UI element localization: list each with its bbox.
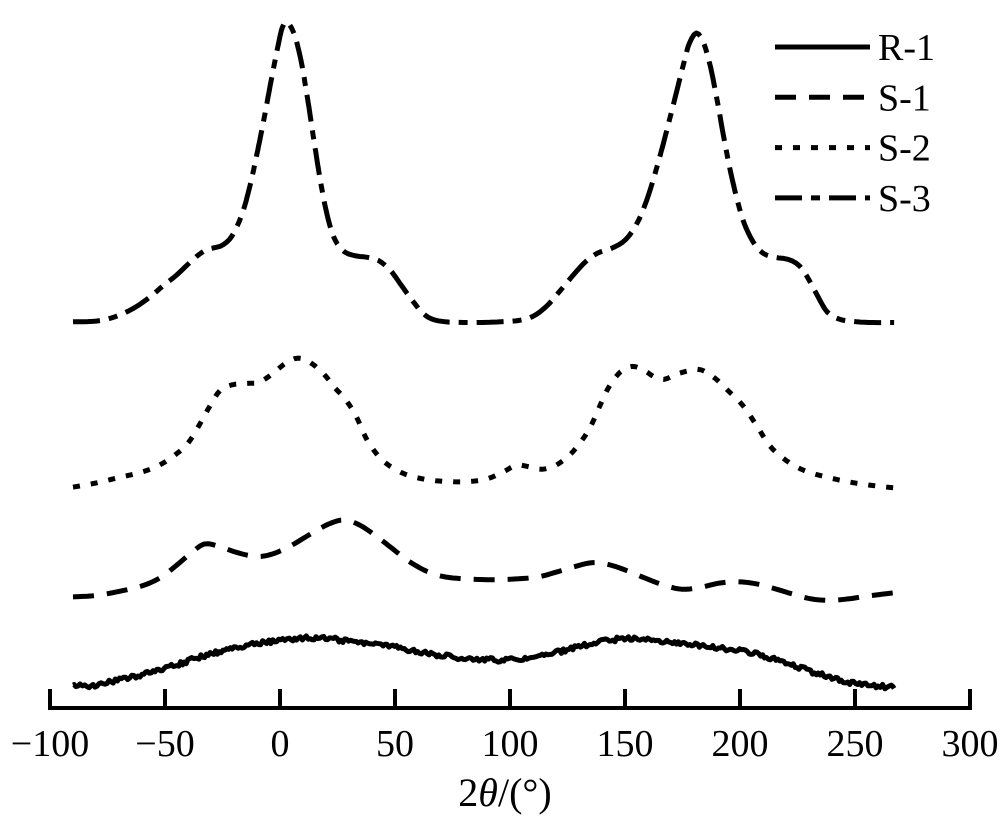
x-tick-label: −50 xyxy=(135,723,194,765)
x-tick-label: 300 xyxy=(942,723,999,765)
x-axis-label: 2θ/(°) xyxy=(458,770,551,815)
curve-s-2 xyxy=(72,355,895,491)
x-tick-label: 100 xyxy=(482,723,539,765)
curve-r-1 xyxy=(71,633,897,692)
x-tick-label: 150 xyxy=(597,723,654,765)
curve-s-3 xyxy=(72,19,895,326)
legend-label-s-3: S-3 xyxy=(878,178,931,220)
curve-s-1 xyxy=(72,517,895,603)
x-tick-label: 50 xyxy=(376,723,414,765)
legend-label-s-2: S-2 xyxy=(878,128,931,170)
x-tick-label: 0 xyxy=(271,723,290,765)
legend-label-r-1: R-1 xyxy=(878,27,935,69)
x-tick-label: −100 xyxy=(11,723,89,765)
legend-label-s-1: S-1 xyxy=(878,77,931,119)
x-tick-label: 250 xyxy=(827,723,884,765)
x-tick-label: 200 xyxy=(712,723,769,765)
